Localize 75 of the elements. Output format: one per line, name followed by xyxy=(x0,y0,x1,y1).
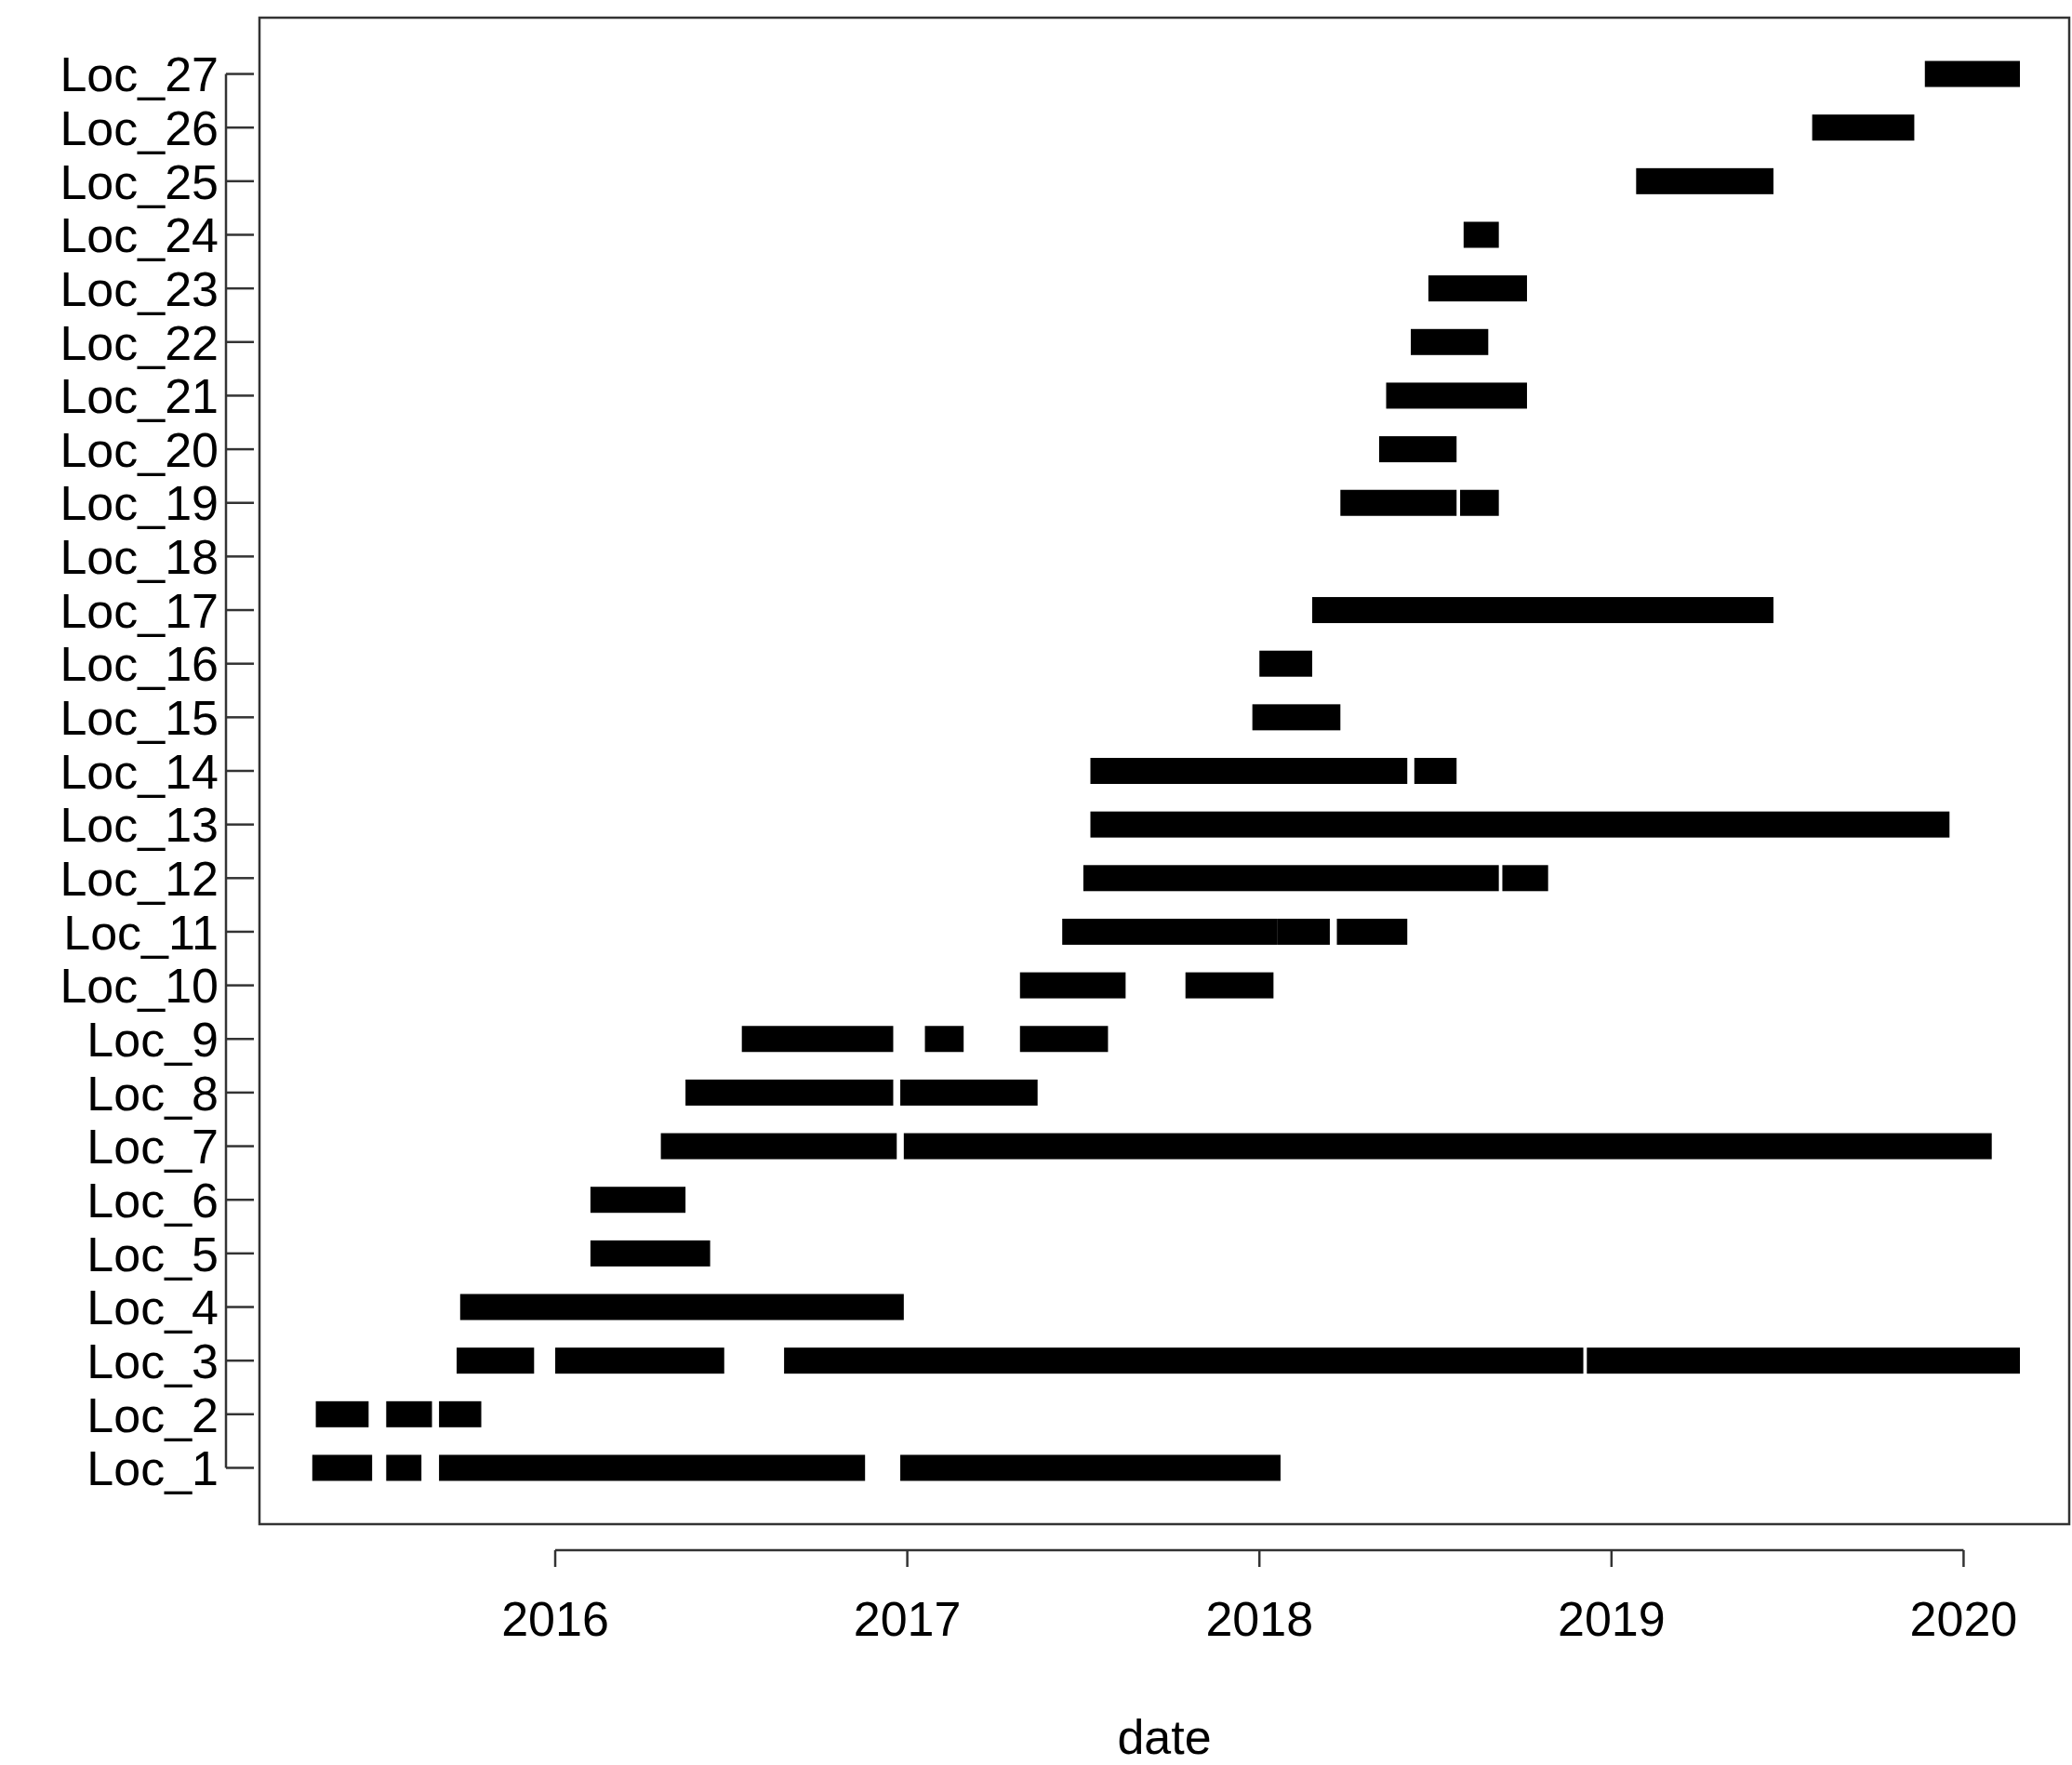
bar xyxy=(312,1454,373,1481)
y-tick-label: Loc_9 xyxy=(86,1012,219,1067)
bar xyxy=(590,1187,686,1214)
y-tick-label: Loc_24 xyxy=(60,208,219,263)
y-tick-label: Loc_2 xyxy=(86,1387,219,1442)
bar xyxy=(590,1240,711,1267)
y-tick-label: Loc_23 xyxy=(60,261,219,316)
y-tick-label: Loc_19 xyxy=(60,476,219,531)
y-tick-label: Loc_17 xyxy=(60,583,219,638)
bar xyxy=(900,1454,1281,1481)
bar xyxy=(685,1079,894,1106)
bar xyxy=(1587,1347,2020,1374)
y-tick-label: Loc_14 xyxy=(60,744,219,799)
y-tick-label: Loc_3 xyxy=(86,1334,219,1388)
x-tick-label: 2016 xyxy=(501,1592,609,1646)
bar xyxy=(1414,758,1457,784)
y-tick-label: Loc_25 xyxy=(60,154,219,209)
y-tick-label: Loc_16 xyxy=(60,637,219,692)
y-tick-label: Loc_4 xyxy=(86,1281,219,1335)
bar xyxy=(1636,167,1773,194)
y-tick-label: Loc_5 xyxy=(86,1227,219,1281)
x-tick-label: 2017 xyxy=(853,1592,962,1646)
y-tick-label: Loc_7 xyxy=(86,1120,219,1174)
bar xyxy=(784,1347,1584,1374)
bar xyxy=(924,1026,964,1053)
bar xyxy=(459,1294,904,1320)
x-axis-title: date xyxy=(1117,1710,1212,1764)
y-tick-label: Loc_8 xyxy=(86,1066,219,1121)
bar xyxy=(1312,597,1773,624)
bar xyxy=(1340,489,1457,516)
bar xyxy=(1411,328,1489,355)
bar xyxy=(1378,436,1457,463)
x-tick-label: 2020 xyxy=(1909,1592,2018,1646)
bar xyxy=(1259,650,1313,677)
bar xyxy=(1460,489,1499,516)
bar xyxy=(1090,758,1408,784)
y-tick-label: Loc_18 xyxy=(60,530,219,585)
bar xyxy=(1428,275,1527,302)
y-tick-label: Loc_27 xyxy=(60,47,219,102)
y-tick-label: Loc_1 xyxy=(86,1441,219,1496)
bar xyxy=(386,1400,432,1427)
bar xyxy=(1463,221,1499,248)
bar xyxy=(741,1026,894,1053)
bar xyxy=(1090,811,1950,838)
y-tick-label: Loc_15 xyxy=(60,691,219,746)
bar xyxy=(1924,60,2020,87)
bar xyxy=(439,1400,482,1427)
bar xyxy=(660,1133,897,1160)
bar xyxy=(386,1454,422,1481)
bar xyxy=(903,1133,1992,1160)
bar xyxy=(1812,114,1915,141)
y-tick-label: Loc_10 xyxy=(60,959,219,1014)
bar xyxy=(439,1454,866,1481)
y-tick-label: Loc_11 xyxy=(63,905,219,960)
y-tick-label: Loc_12 xyxy=(60,852,219,907)
bar xyxy=(1082,865,1499,892)
bar xyxy=(1019,1026,1109,1053)
bar xyxy=(1336,918,1408,945)
y-tick-label: Loc_13 xyxy=(60,798,219,853)
bar xyxy=(555,1347,724,1374)
bar xyxy=(1252,704,1341,731)
y-tick-label: Loc_21 xyxy=(60,369,219,424)
x-tick-label: 2018 xyxy=(1205,1592,1314,1646)
bar xyxy=(457,1347,535,1374)
bar xyxy=(1386,382,1527,409)
y-tick-label: Loc_6 xyxy=(86,1173,219,1228)
y-tick-label: Loc_20 xyxy=(60,422,219,477)
bar xyxy=(315,1400,369,1427)
bar xyxy=(1502,865,1548,892)
bar xyxy=(900,1079,1038,1106)
y-tick-label: Loc_26 xyxy=(60,100,219,155)
y-tick-label: Loc_22 xyxy=(60,315,219,370)
x-tick-label: 2019 xyxy=(1557,1592,1666,1646)
bar xyxy=(1019,972,1126,999)
bar xyxy=(1185,972,1274,999)
